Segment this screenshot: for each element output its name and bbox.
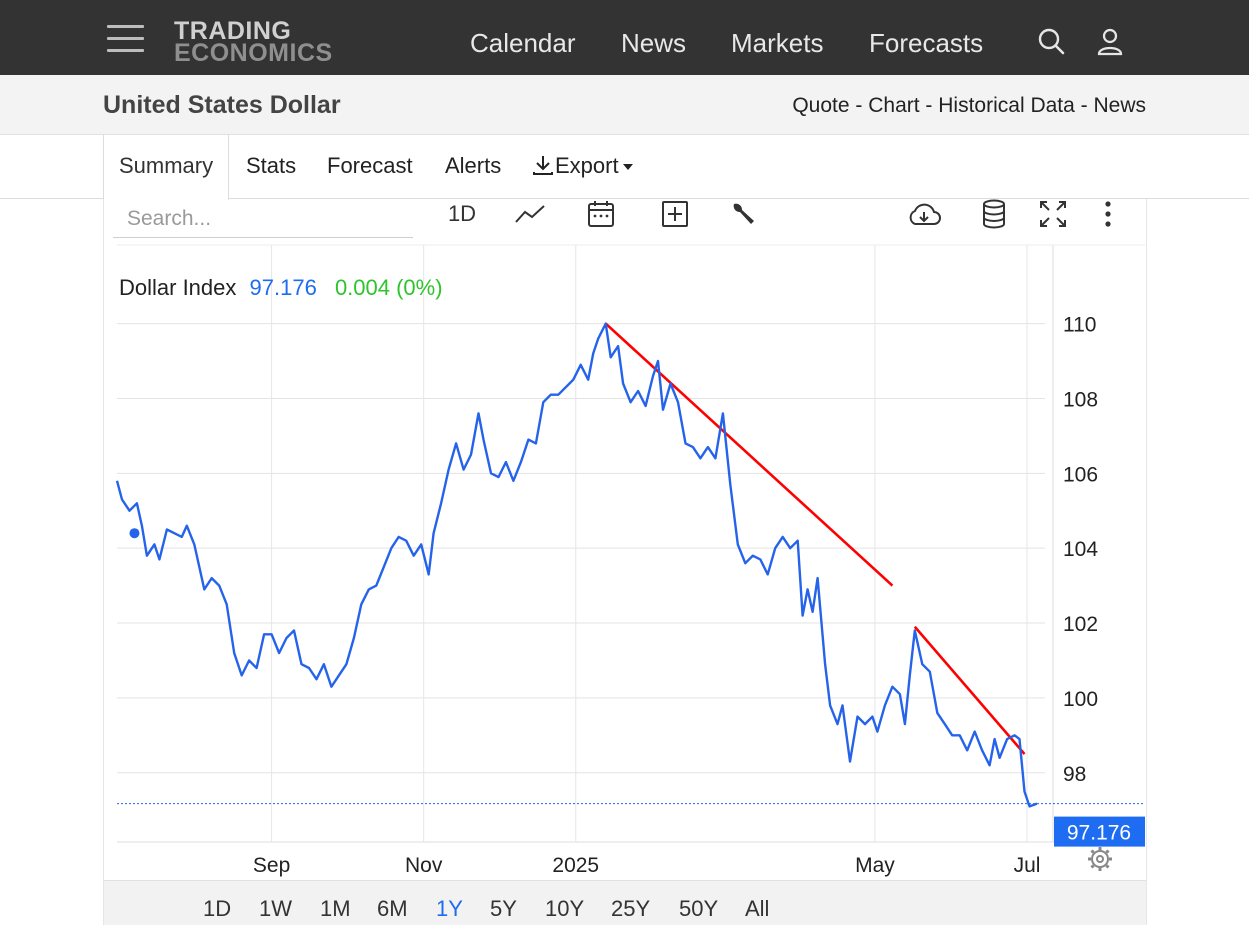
tab-forecast[interactable]: Forecast [327, 153, 413, 178]
tab-summary[interactable]: Summary [103, 135, 230, 200]
export-label: Export [555, 153, 619, 178]
search-input[interactable] [113, 200, 413, 238]
user-icon[interactable] [1095, 27, 1125, 57]
range-selector: 1D 1W 1M 6M 1Y 5Y 10Y 25Y 50Y All [104, 880, 1146, 925]
range-all[interactable]: All [745, 896, 770, 921]
link-separator: - [919, 94, 939, 117]
nav-calendar[interactable]: Calendar [470, 28, 576, 58]
search-icon[interactable] [1037, 27, 1067, 57]
nav-news[interactable]: News [621, 28, 687, 58]
tab-bar: Summary Stats Forecast Alerts Export [0, 135, 1249, 200]
link-chart[interactable]: Chart [868, 94, 920, 117]
tab-alerts[interactable]: Alerts [445, 153, 502, 178]
tab-export[interactable]: Export [516, 135, 648, 199]
page-title: United States Dollar [103, 91, 341, 119]
calendar-icon[interactable] [585, 198, 617, 230]
range-10y[interactable]: 10Y [545, 896, 585, 921]
range-50y[interactable]: 50Y [679, 896, 719, 921]
range-25y[interactable]: 25Y [611, 896, 651, 921]
plus-box-icon[interactable] [659, 198, 691, 230]
site-logo[interactable]: TRADING ECONOMICS [174, 17, 333, 67]
instrument-header: United States Dollar Quote - Chart - His… [0, 75, 1249, 135]
link-separator: - [1074, 94, 1094, 117]
range-1y[interactable]: 1Y [436, 896, 463, 921]
logo-line-1: TRADING [174, 17, 292, 45]
fullscreen-icon[interactable] [1037, 198, 1069, 230]
chevron-down-icon [622, 164, 633, 171]
range-1w[interactable]: 1W [259, 896, 292, 921]
range-5y[interactable]: 5Y [490, 896, 517, 921]
link-historical-data[interactable]: Historical Data [938, 94, 1075, 117]
link-separator: - [849, 94, 869, 117]
wrench-icon[interactable] [728, 198, 758, 230]
hamburger-menu-icon[interactable] [107, 25, 144, 55]
interval-selector[interactable]: 1D [447, 201, 477, 226]
range-1d[interactable]: 1D [203, 896, 232, 921]
tab-stats[interactable]: Stats [246, 153, 297, 178]
nav-forecasts[interactable]: Forecasts [869, 28, 984, 58]
logo-line-2: ECONOMICS [174, 39, 333, 67]
nav-markets[interactable]: Markets [731, 28, 824, 58]
line-chart-icon[interactable] [513, 198, 547, 230]
cloud-download-icon[interactable] [905, 198, 943, 230]
database-icon[interactable] [980, 198, 1008, 230]
link-quote[interactable]: Quote [792, 94, 850, 117]
section-links: Quote - Chart - Historical Data - News [792, 94, 1146, 118]
range-6m[interactable]: 6M [377, 896, 408, 921]
top-navigation-bar: TRADING ECONOMICS Calendar News Markets … [0, 0, 1249, 75]
link-news[interactable]: News [1093, 94, 1146, 117]
more-vert-icon[interactable] [1098, 198, 1118, 230]
range-1m[interactable]: 1M [320, 896, 351, 921]
download-icon [533, 156, 553, 175]
chart-panel [103, 199, 1147, 925]
